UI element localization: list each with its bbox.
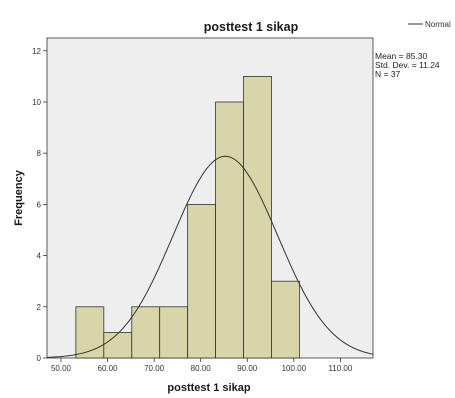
y-axis-ticks: 0 2 4 6 8 10 12 — [32, 47, 47, 363]
histogram-bar-2 — [103, 331, 133, 359]
x-tick-label: 80.00 — [191, 364, 212, 373]
x-axis-ticks: 50.00 60.00 70.00 80.00 90.00 100.00 110.00 — [51, 358, 353, 373]
normal-curve — [46, 155, 374, 358]
stats-mean: Mean = 85.30 — [375, 51, 427, 61]
histogram-bar-4 — [159, 306, 189, 359]
x-tick-label: 90.00 — [237, 364, 258, 373]
y-tick-label: 10 — [32, 98, 41, 107]
x-tick-label: 100.00 — [282, 364, 307, 373]
x-axis-label: posttest 1 sikap — [167, 382, 250, 394]
legend-label-normal: Normal — [425, 20, 451, 29]
x-tick-label: 60.00 — [98, 364, 119, 373]
histogram-bars — [75, 76, 300, 359]
histogram-bar-5 — [187, 203, 216, 359]
y-tick-label: 2 — [37, 303, 42, 312]
x-tick-label: 70.00 — [144, 364, 165, 373]
y-tick-label: 8 — [37, 149, 42, 158]
histogram-bar-1 — [75, 306, 105, 359]
stats-n: N = 37 — [375, 69, 401, 79]
histogram-bar-6 — [215, 101, 244, 359]
chart-title: posttest 1 sikap — [204, 20, 299, 34]
x-tick-label: 50.00 — [51, 364, 72, 373]
histogram-bar-8 — [271, 280, 300, 359]
stats-box: Mean = 85.30 Std. Dev. = 11.24 N = 37 — [375, 51, 440, 79]
histogram-bar-7 — [243, 76, 272, 359]
y-tick-label: 0 — [37, 354, 42, 363]
y-tick-label: 4 — [37, 252, 42, 261]
y-tick-label: 6 — [37, 200, 42, 209]
y-tick-label: 12 — [32, 47, 41, 56]
stats-std-dev: Std. Dev. = 11.24 — [375, 60, 440, 70]
legend: Normal — [408, 20, 451, 29]
histogram-bar-3 — [131, 306, 161, 359]
x-tick-label: 110.00 — [328, 364, 352, 373]
y-axis-label: Frequency — [13, 169, 25, 226]
